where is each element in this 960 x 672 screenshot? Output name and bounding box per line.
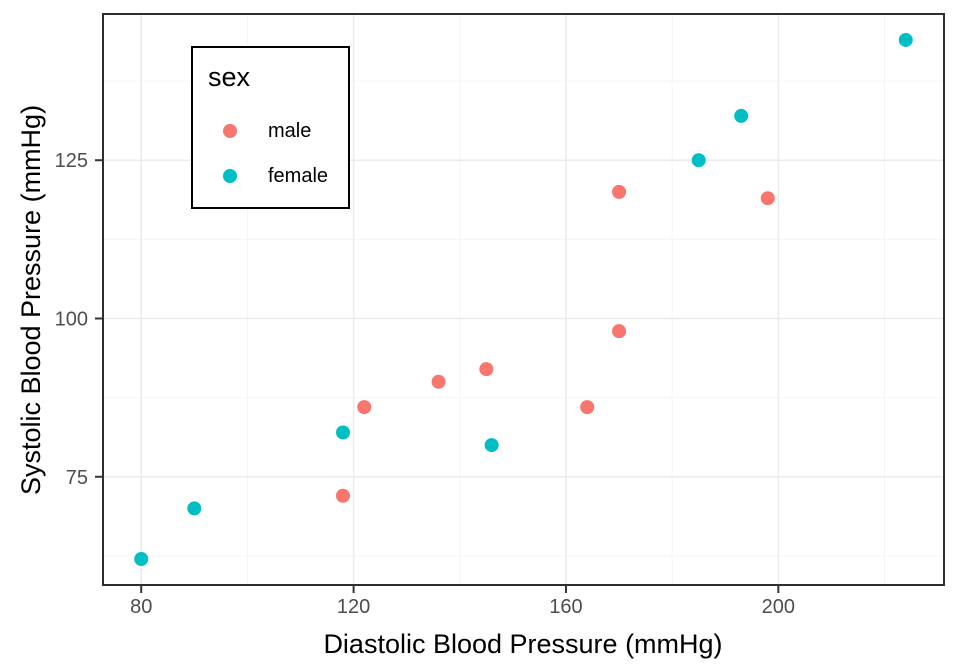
data-point-male bbox=[612, 324, 627, 339]
legend: sex male female bbox=[191, 46, 350, 209]
axis-tick-labels: 80 120 160 200 75 100 125 bbox=[55, 150, 795, 618]
legend-label-female: female bbox=[268, 164, 329, 187]
data-point-female bbox=[898, 32, 913, 47]
panel-border bbox=[102, 13, 945, 586]
data-point-female bbox=[187, 501, 202, 516]
legend-item-male: male bbox=[193, 116, 348, 146]
female-swatch-icon bbox=[223, 169, 237, 183]
y-tick-label: 100 bbox=[55, 308, 88, 330]
data-point-male bbox=[335, 488, 350, 503]
data-point-male bbox=[357, 400, 372, 415]
data-point-male bbox=[479, 362, 494, 377]
data-point-male bbox=[760, 191, 775, 206]
male-swatch-icon bbox=[223, 124, 237, 138]
legend-label-male: male bbox=[268, 119, 312, 142]
data-point-female bbox=[335, 425, 350, 440]
x-tick-label: 200 bbox=[762, 596, 795, 618]
data-point-female bbox=[734, 108, 749, 123]
y-tick-label: 75 bbox=[66, 467, 88, 489]
data-point-female bbox=[134, 552, 149, 567]
major-gridlines bbox=[103, 14, 944, 585]
data-point-male bbox=[431, 374, 446, 389]
x-tick-label: 160 bbox=[549, 596, 582, 618]
y-axis-title: Systolic Blood Pressure (mmHg) bbox=[16, 105, 46, 495]
legend-title: sex bbox=[208, 62, 251, 92]
legend-item-female: female bbox=[193, 161, 348, 191]
x-tick-label: 120 bbox=[337, 596, 370, 618]
x-axis-title: Diastolic Blood Pressure (mmHg) bbox=[323, 629, 722, 659]
y-tick-label: 125 bbox=[55, 150, 88, 172]
data-points bbox=[134, 32, 913, 567]
data-point-female bbox=[484, 438, 499, 453]
data-point-female bbox=[691, 153, 706, 168]
minor-gridlines bbox=[103, 14, 944, 585]
axis-ticks bbox=[95, 159, 780, 593]
data-point-male bbox=[612, 184, 627, 199]
data-point-male bbox=[580, 400, 595, 415]
x-tick-label: 80 bbox=[130, 596, 152, 618]
